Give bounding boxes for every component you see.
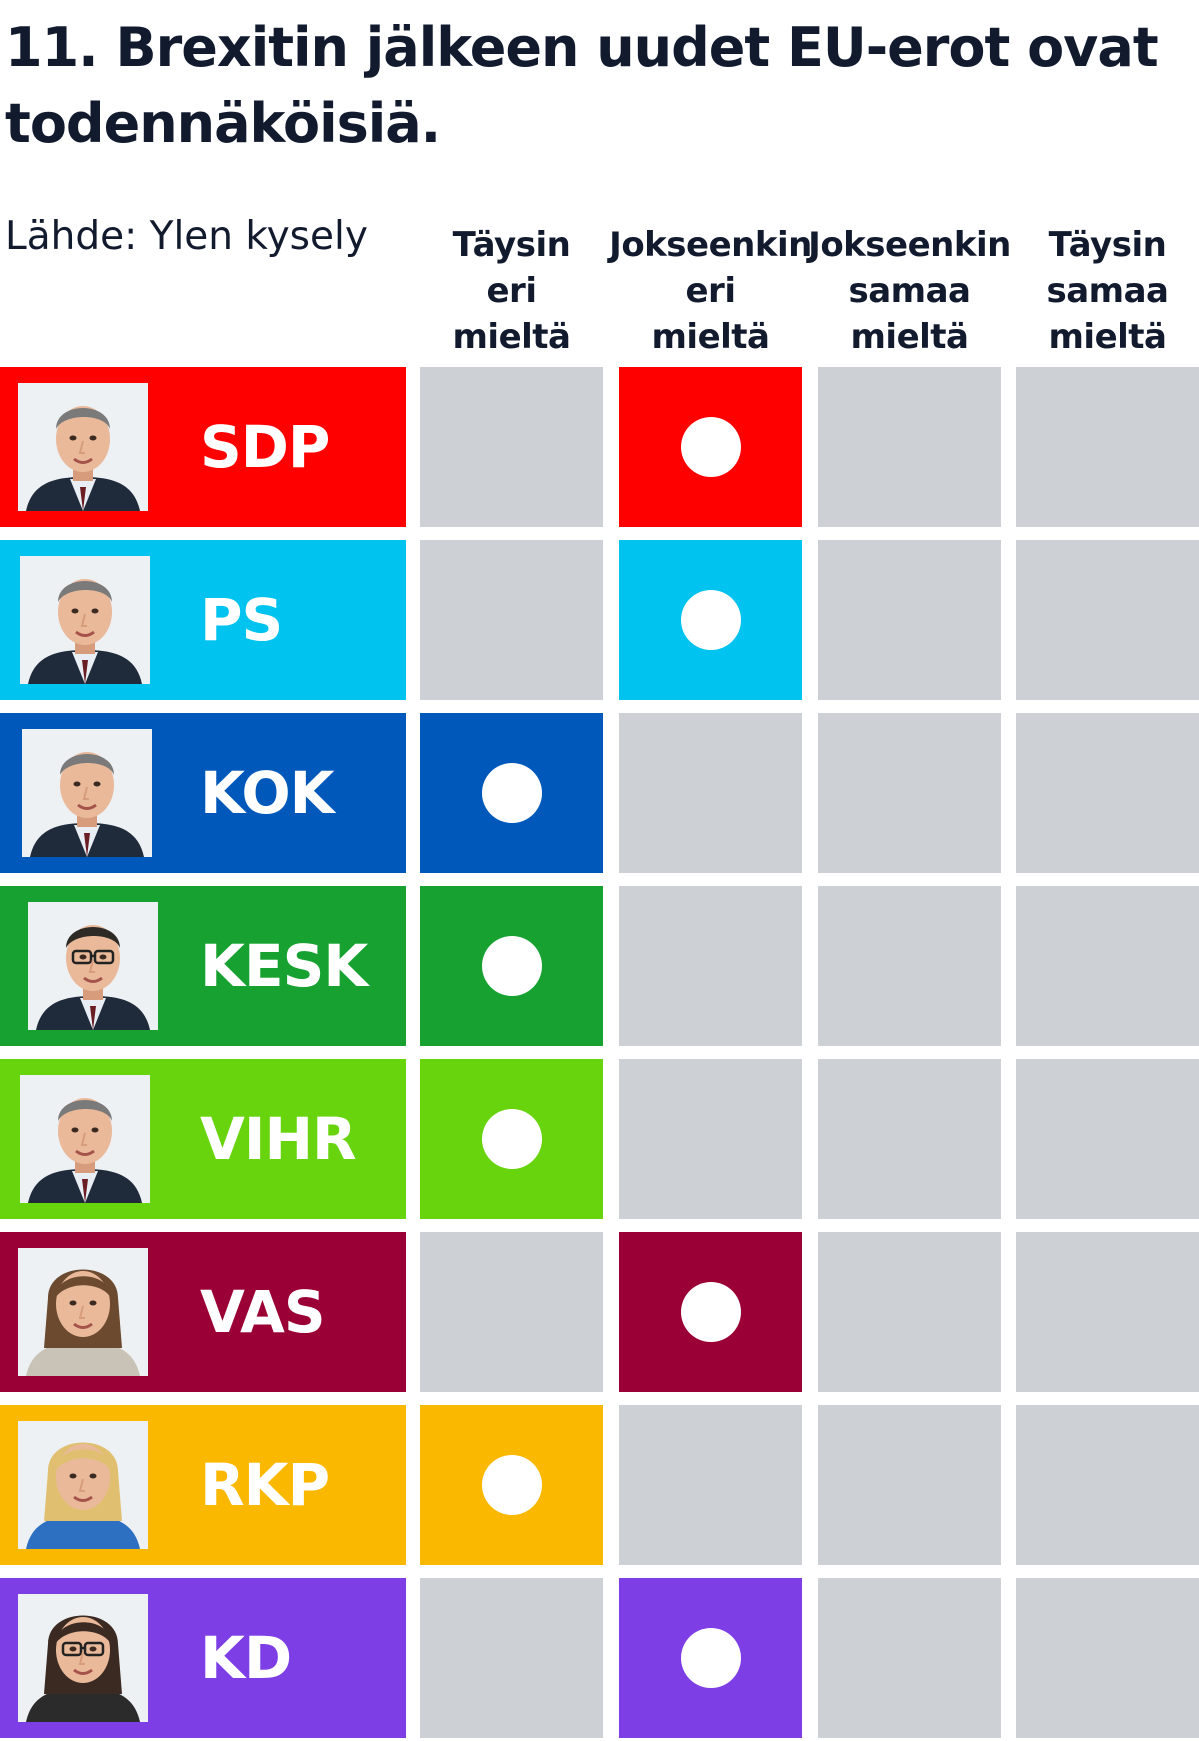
answer-cell [1016,1578,1199,1738]
answer-cell [619,1059,802,1219]
answer-cell [420,1232,603,1392]
answer-cell [619,713,802,873]
party-label: RKP [200,1451,330,1519]
party-cell-ps: PS [0,540,406,700]
answer-cell [818,713,1001,873]
woman-blonde-portrait-icon [18,1421,148,1549]
party-label: PS [200,586,283,654]
chart-title: 11. Brexitin jälkeen uudet EU-erot ovat … [5,16,1159,155]
party-cell-sdp: SDP [0,367,406,527]
party-label: KOK [200,759,335,827]
answer-cell [818,1232,1001,1392]
column-header-4: Täysin samaa mieltä [1006,222,1199,360]
answer-dot [680,1282,741,1342]
column-header-line: eri [685,271,736,311]
column-header-line: Täysin [1048,225,1167,265]
party-cell-kok: KOK [0,713,406,873]
answer-cell [619,886,802,1046]
column-header-line: Jokseenkin [808,225,1011,265]
answer-cell [420,886,603,1046]
answer-cell [619,1232,802,1392]
man-portrait-icon [18,383,148,511]
answer-cell [1016,1059,1199,1219]
answer-cell [1016,540,1199,700]
source-note: Lähde: Ylen kysely [5,214,368,259]
column-header-1: Täysin eri mieltä [410,222,613,360]
column-header-line: mieltä [850,317,970,357]
answer-cell [1016,367,1199,527]
answer-cell [619,1578,802,1738]
answer-dot [680,590,741,650]
answer-cell [818,1405,1001,1565]
party-cell-vas: VAS [0,1232,406,1392]
column-header-line: samaa [1046,271,1170,311]
column-header-3: Jokseenkin samaa mieltä [808,222,1011,360]
column-header-line: mieltä [1048,317,1168,357]
column-header-line: Jokseenkin [609,225,812,265]
answer-cell [818,886,1001,1046]
answer-cell [420,1405,603,1565]
column-header-line: mieltä [452,317,572,357]
answer-dot [481,1455,542,1515]
column-header-line: mieltä [651,317,771,357]
answer-cell [818,367,1001,527]
column-header-line: eri [486,271,537,311]
answer-cell [619,1405,802,1565]
answer-cell [420,1578,603,1738]
answer-cell [818,540,1001,700]
answer-cell [818,1578,1001,1738]
answer-cell [420,1059,603,1219]
column-header-line: samaa [848,271,972,311]
party-cell-kd: KD [0,1578,406,1738]
party-label: KD [200,1624,292,1692]
party-label: VIHR [200,1105,357,1173]
answer-cell [818,1059,1001,1219]
answer-cell [1016,713,1199,873]
answer-cell [420,713,603,873]
answer-cell [619,540,802,700]
answer-dot [680,1628,741,1688]
answer-cell [420,540,603,700]
man-portrait-icon [20,556,150,684]
party-cell-vihr: VIHR [0,1059,406,1219]
man-portrait-icon [20,1075,150,1203]
column-header-2: Jokseenkin eri mieltä [609,222,812,360]
answer-cell [420,367,603,527]
man-portrait-icon [22,729,152,857]
answer-dot [680,417,741,477]
answer-cell [1016,886,1199,1046]
answer-cell [1016,1232,1199,1392]
answer-dot [481,1109,542,1169]
answer-dot [481,763,542,823]
party-label: VAS [200,1278,326,1346]
answer-cell [1016,1405,1199,1565]
answer-dot [481,936,542,996]
party-label: KESK [200,932,368,1000]
woman-portrait-icon [18,1248,148,1376]
man-glasses-portrait-icon [28,902,158,1030]
party-label: SDP [200,413,330,481]
party-cell-kesk: KESK [0,886,406,1046]
answer-cell [619,367,802,527]
column-header-line: Täysin [452,225,571,265]
woman-glasses-portrait-icon [18,1594,148,1722]
party-cell-rkp: RKP [0,1405,406,1565]
